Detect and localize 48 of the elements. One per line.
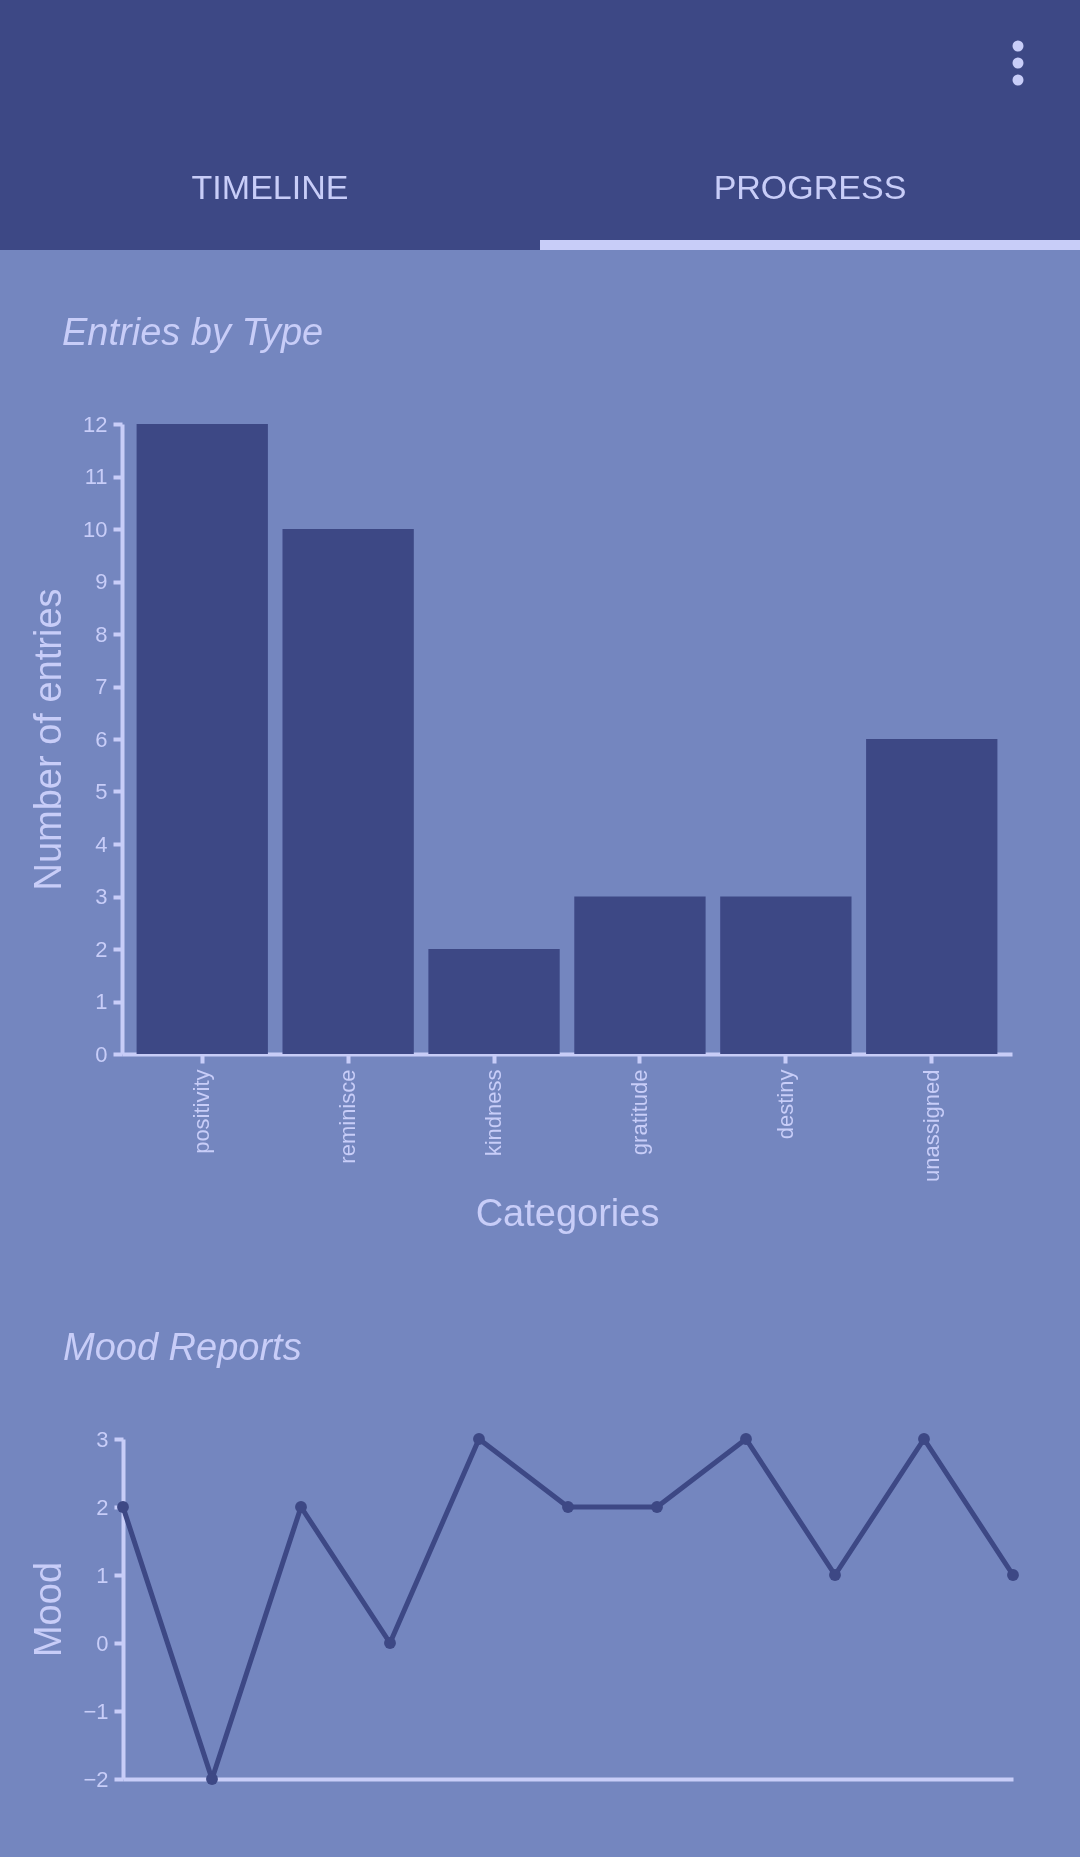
point <box>117 1501 129 1513</box>
y-tick-label: 2 <box>96 1494 109 1520</box>
y-tick-label: 5 <box>95 779 108 804</box>
bar <box>282 529 414 1054</box>
point <box>918 1433 930 1445</box>
y-tick-label: 9 <box>95 569 108 594</box>
y-tick-label: 3 <box>96 1426 109 1452</box>
point <box>562 1501 574 1513</box>
y-tick-label: 1 <box>96 1562 109 1588</box>
x-tick-label: kindness <box>481 1069 507 1157</box>
text: PROGRESS <box>540 150 1080 250</box>
bar <box>136 424 268 1054</box>
y-tick-label: −2 <box>83 1766 109 1792</box>
point <box>740 1433 752 1445</box>
bar <box>720 896 852 1054</box>
x-tick-label: destiny <box>772 1069 798 1140</box>
y-tick-label: 12 <box>83 411 108 437</box>
x-tick-label: positivity <box>189 1069 215 1154</box>
y-tick-label: 10 <box>83 516 108 542</box>
point <box>829 1569 841 1581</box>
y-tick-label: 2 <box>95 936 108 962</box>
point <box>384 1637 396 1649</box>
text: TIMELINE <box>190 167 350 208</box>
point <box>651 1501 663 1513</box>
y-tick-label: 0 <box>95 1041 108 1067</box>
bar <box>574 896 706 1054</box>
y-axis-title: Mood <box>27 1561 70 1658</box>
y-tick-label: 8 <box>95 621 108 647</box>
bar <box>866 739 998 1054</box>
x-axis-title: Categories <box>475 1192 660 1235</box>
bar <box>428 949 560 1054</box>
y-tick-label: 0 <box>96 1630 109 1656</box>
point <box>473 1433 485 1445</box>
y-tick-label: 3 <box>95 884 108 909</box>
point <box>206 1773 218 1785</box>
y-axis-title: Number of entries <box>27 588 70 891</box>
x-tick-label: reminisce <box>335 1069 361 1164</box>
x-tick-label: gratitude <box>626 1069 652 1156</box>
chart-title: Entries by Type <box>62 311 324 353</box>
y-tick-label: 6 <box>95 726 108 752</box>
y-tick-label: −1 <box>83 1698 109 1724</box>
chart-title: Mood Reports <box>63 1326 302 1368</box>
point <box>1007 1569 1019 1581</box>
x-tick-label: unassigned <box>918 1069 944 1183</box>
y-tick-label: 4 <box>95 831 108 857</box>
y-tick-label: 11 <box>84 464 108 489</box>
y-tick-label: 1 <box>95 989 108 1014</box>
y-tick-label: 7 <box>95 674 108 699</box>
